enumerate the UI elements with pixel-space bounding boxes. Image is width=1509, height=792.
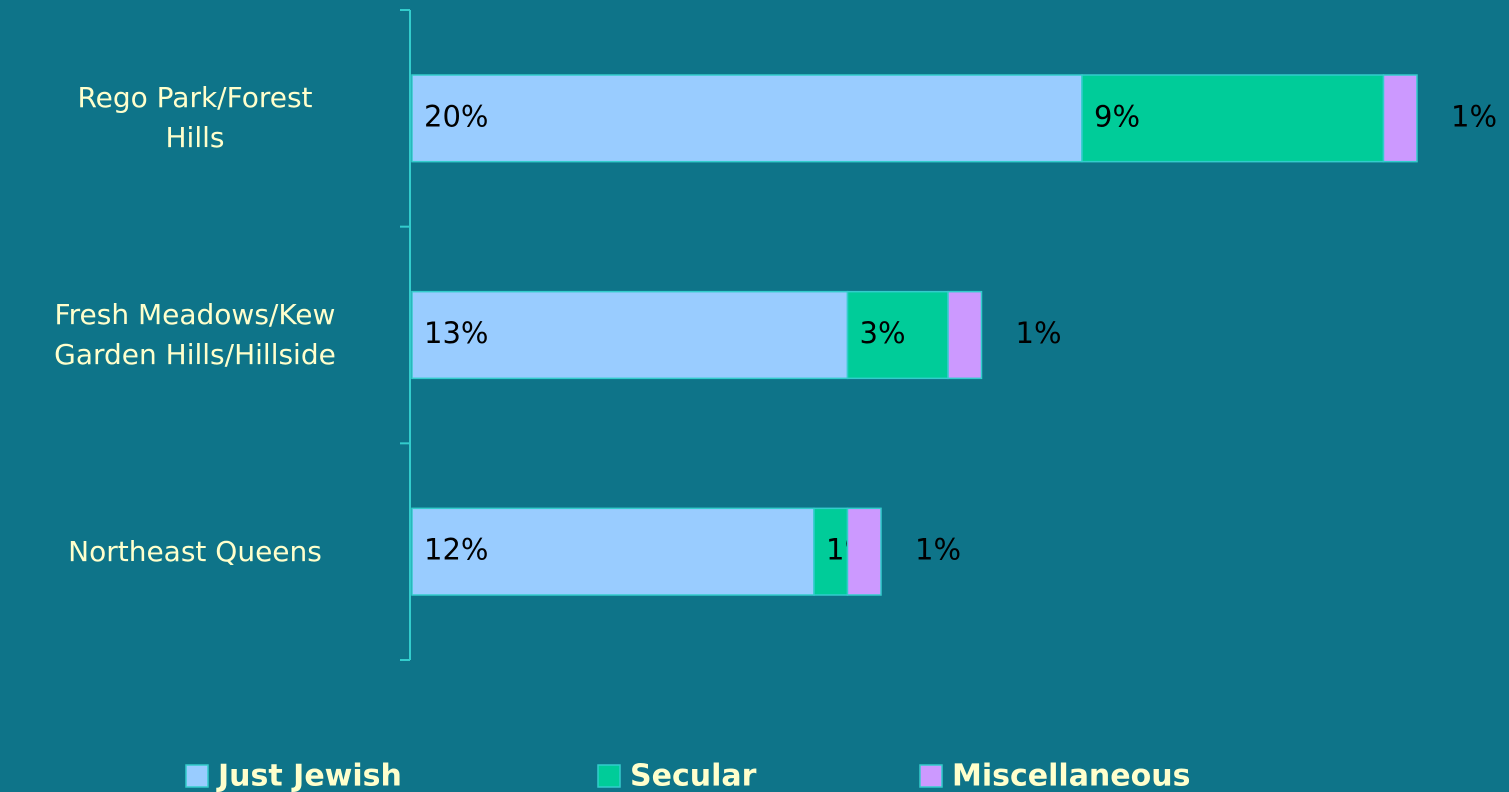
legend-label: Just Jewish [216, 759, 402, 792]
data-label: 12% [424, 533, 488, 567]
legend-label: Secular [630, 759, 757, 792]
data-label: 9% [1094, 99, 1140, 133]
bar-segment [947, 290, 983, 380]
legend-swatch [185, 764, 209, 788]
legend-swatch [597, 764, 621, 788]
data-label: 3% [860, 316, 906, 350]
data-label: 20% [424, 99, 488, 133]
legend-label: Miscellaneous [952, 759, 1190, 792]
category-label: Rego Park/Forest Hills [77, 81, 313, 155]
data-label: 1% [1451, 99, 1497, 133]
bar-segment [411, 507, 815, 596]
bar-segment [411, 74, 1083, 163]
bar-segment [846, 507, 882, 596]
bar-segment [1382, 74, 1418, 163]
bar-segment [1081, 74, 1385, 163]
category-label: Fresh Meadows/Kew Garden Hills/Hillside [54, 298, 336, 371]
data-label: 1% [1016, 316, 1062, 350]
legend-swatch [919, 764, 943, 788]
category-label: Northeast Queens [68, 534, 322, 568]
data-label: 1% [915, 533, 961, 567]
data-label: 13% [424, 316, 488, 350]
bar-segment [813, 507, 849, 596]
